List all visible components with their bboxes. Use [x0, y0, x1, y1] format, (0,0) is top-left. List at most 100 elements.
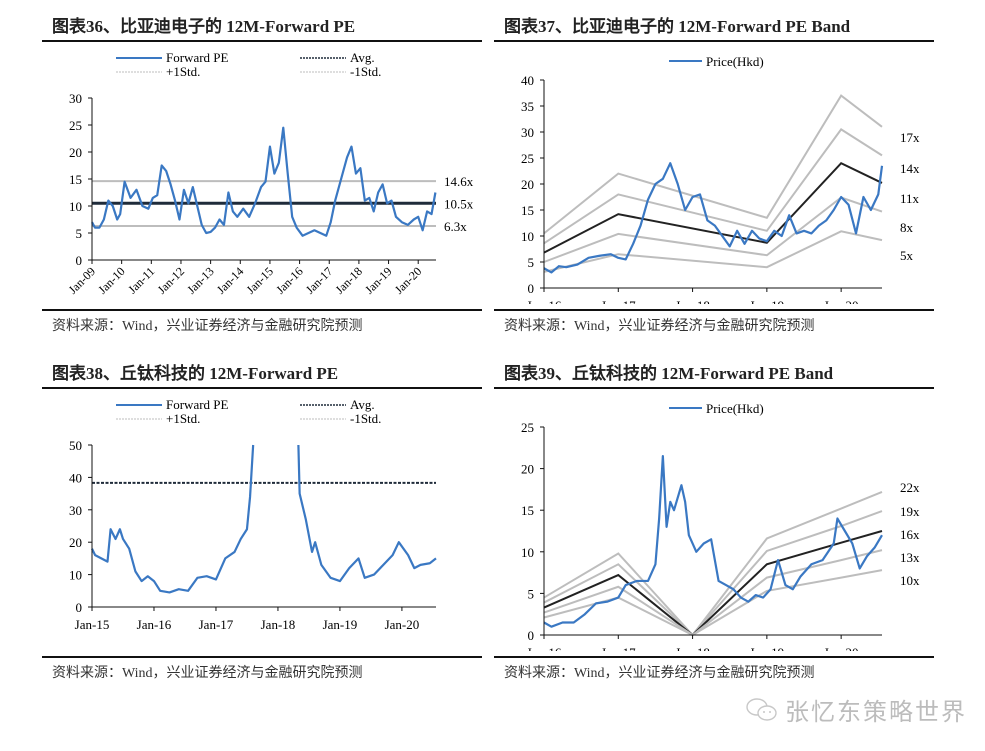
legend-label: -1Std.	[350, 64, 381, 79]
panel-fig37: 图表37、比亚迪电子的 12M-Forward PE Band Price(Hk…	[494, 14, 934, 335]
y-tick-label: 0	[528, 628, 535, 643]
band-label: 16x	[900, 527, 920, 542]
chart-fig36: Forward PE Avg. +1Std. -1Std. 14.6x 10.5x 6.3x…	[66, 50, 474, 297]
title-rule	[494, 387, 934, 389]
panel-fig36: 图表36、比亚迪电子的 12M-Forward PE Forward PE Avg…	[42, 14, 482, 335]
y-tick-label: 30	[521, 125, 534, 140]
band-label: 19x	[900, 504, 920, 519]
y-tick-label: 5	[528, 586, 535, 601]
x-tick-label: Jan-20	[824, 645, 859, 651]
band-label: 14x	[900, 161, 920, 176]
x-tick-label: Jan-18	[675, 645, 710, 651]
band-line-17x	[543, 94, 883, 235]
x-tick-label: Jan-14	[214, 264, 247, 297]
x-tick-label: Jan-16	[527, 645, 562, 651]
x-tick-label: Jan-17	[601, 645, 636, 651]
source-note: 资料来源：Wind，兴业证券经济与金融研究院预测	[52, 319, 363, 334]
band-line-11x	[543, 161, 883, 254]
series-line-0	[543, 455, 883, 628]
legend-label: +1Std.	[166, 411, 200, 426]
y-tick-label: 25	[521, 151, 534, 166]
band-line-10x	[543, 569, 883, 637]
x-tick-label: Jan-09	[66, 264, 99, 297]
y-tick-label: 20	[69, 535, 82, 550]
y-tick-label: 10	[69, 199, 82, 214]
chart-title: 图表36、比亚迪电子的 12M-Forward PE	[52, 17, 356, 36]
legend-label: Forward PE	[166, 397, 229, 412]
y-tick-label: 20	[521, 177, 534, 192]
band-label: 8x	[900, 220, 914, 235]
x-tick-label: Jan-16	[527, 298, 562, 304]
chart-title: 图表38、丘钛科技的 12M-Forward PE	[52, 364, 339, 383]
source-note: 资料来源：Wind，兴业证券经济与金融研究院预测	[504, 666, 815, 681]
band-label: 22x	[900, 480, 920, 495]
y-tick-label: 15	[69, 172, 82, 187]
title-rule	[494, 40, 934, 42]
x-tick-label: Jan-18	[332, 264, 365, 297]
chart-title: 图表37、比亚迪电子的 12M-Forward PE Band	[504, 17, 851, 36]
y-tick-label: 10	[521, 229, 534, 244]
watermark: 张忆东策略世界	[745, 692, 967, 727]
series-line-0	[91, 126, 437, 237]
x-tick-label: Jan-15	[244, 264, 277, 297]
y-tick-label: 0	[76, 600, 83, 615]
wechat-icon	[746, 697, 777, 721]
x-tick-label: Jan-13	[184, 264, 217, 297]
x-tick-label: Jan-17	[601, 298, 636, 304]
hline-label: 6.3x	[444, 219, 467, 234]
source-note: 资料来源：Wind，兴业证券经济与金融研究院预测	[52, 666, 363, 681]
panel-fig39: 图表39、丘钛科技的 12M-Forward PE Band Price(Hkd…	[494, 361, 934, 682]
y-tick-label: 25	[521, 420, 534, 435]
band-line-8x	[543, 196, 883, 263]
series-line-0	[543, 162, 884, 274]
source-note: 资料来源：Wind，兴业证券经济与金融研究院预测	[504, 319, 815, 334]
chart-fig38: Forward PE Avg. +1Std. -1Std. 0 10 20 30 40 50 Jan…	[69, 397, 437, 632]
band-line-5x	[543, 230, 883, 273]
band-label: 10x	[900, 573, 920, 588]
band-label: 13x	[900, 550, 920, 565]
y-tick-label: 15	[521, 503, 534, 518]
x-tick-label: Jan-18	[675, 298, 710, 304]
chart-fig37: Price(Hkd) 17x 14x 11x 8x 5x 0 5 10 15 20 25 30 35 40 J…	[521, 54, 920, 313]
title-rule	[42, 387, 482, 389]
y-tick-label: 10	[69, 568, 82, 583]
watermark-text: 张忆东策略世界	[785, 698, 967, 726]
x-tick-label: Jan-17	[303, 264, 336, 297]
x-tick-label: Jan-11	[125, 264, 157, 296]
band-line-16x	[543, 530, 883, 637]
y-tick-label: 0	[528, 281, 535, 296]
y-tick-label: 30	[69, 91, 82, 106]
y-tick-label: 10	[521, 545, 534, 560]
x-tick-label: Jan-12	[155, 264, 188, 297]
x-tick-label: Jan-16	[137, 617, 172, 632]
y-tick-label: 50	[69, 438, 82, 453]
legend-label: -1Std.	[350, 411, 381, 426]
title-rule	[42, 40, 482, 42]
panel-fig38: 图表38、丘钛科技的 12M-Forward PE Forward PE Avg.…	[42, 361, 482, 682]
y-tick-label: 5	[528, 255, 535, 270]
legend-label: Avg.	[350, 50, 375, 65]
y-tick-label: 40	[521, 73, 534, 88]
x-tick-label: Jan-19	[750, 645, 785, 651]
hline-label: 10.5x	[444, 196, 474, 211]
band-line-19x	[543, 510, 883, 637]
legend-label-price: Price(Hkd)	[706, 54, 764, 69]
y-tick-label: 25	[69, 118, 82, 133]
hline-label: 14.6x	[444, 174, 474, 189]
source-rule	[494, 309, 934, 311]
legend-label: Avg.	[350, 397, 375, 412]
source-rule	[42, 309, 482, 311]
y-tick-label: 20	[521, 462, 534, 477]
source-rule	[42, 656, 482, 658]
x-tick-label: Jan-19	[323, 617, 358, 632]
x-tick-label: Jan-16	[273, 264, 306, 297]
band-label: 5x	[900, 248, 914, 263]
x-tick-label: Jan-19	[750, 298, 785, 304]
x-tick-label: Jan-18	[261, 617, 296, 632]
band-label: 11x	[900, 191, 920, 206]
series-line-0	[91, 444, 255, 594]
x-tick-label: Jan-17	[199, 617, 234, 632]
y-tick-label: 5	[76, 226, 83, 241]
chart-title: 图表39、丘钛科技的 12M-Forward PE Band	[504, 364, 834, 383]
x-tick-label: Jan-20	[824, 298, 859, 304]
